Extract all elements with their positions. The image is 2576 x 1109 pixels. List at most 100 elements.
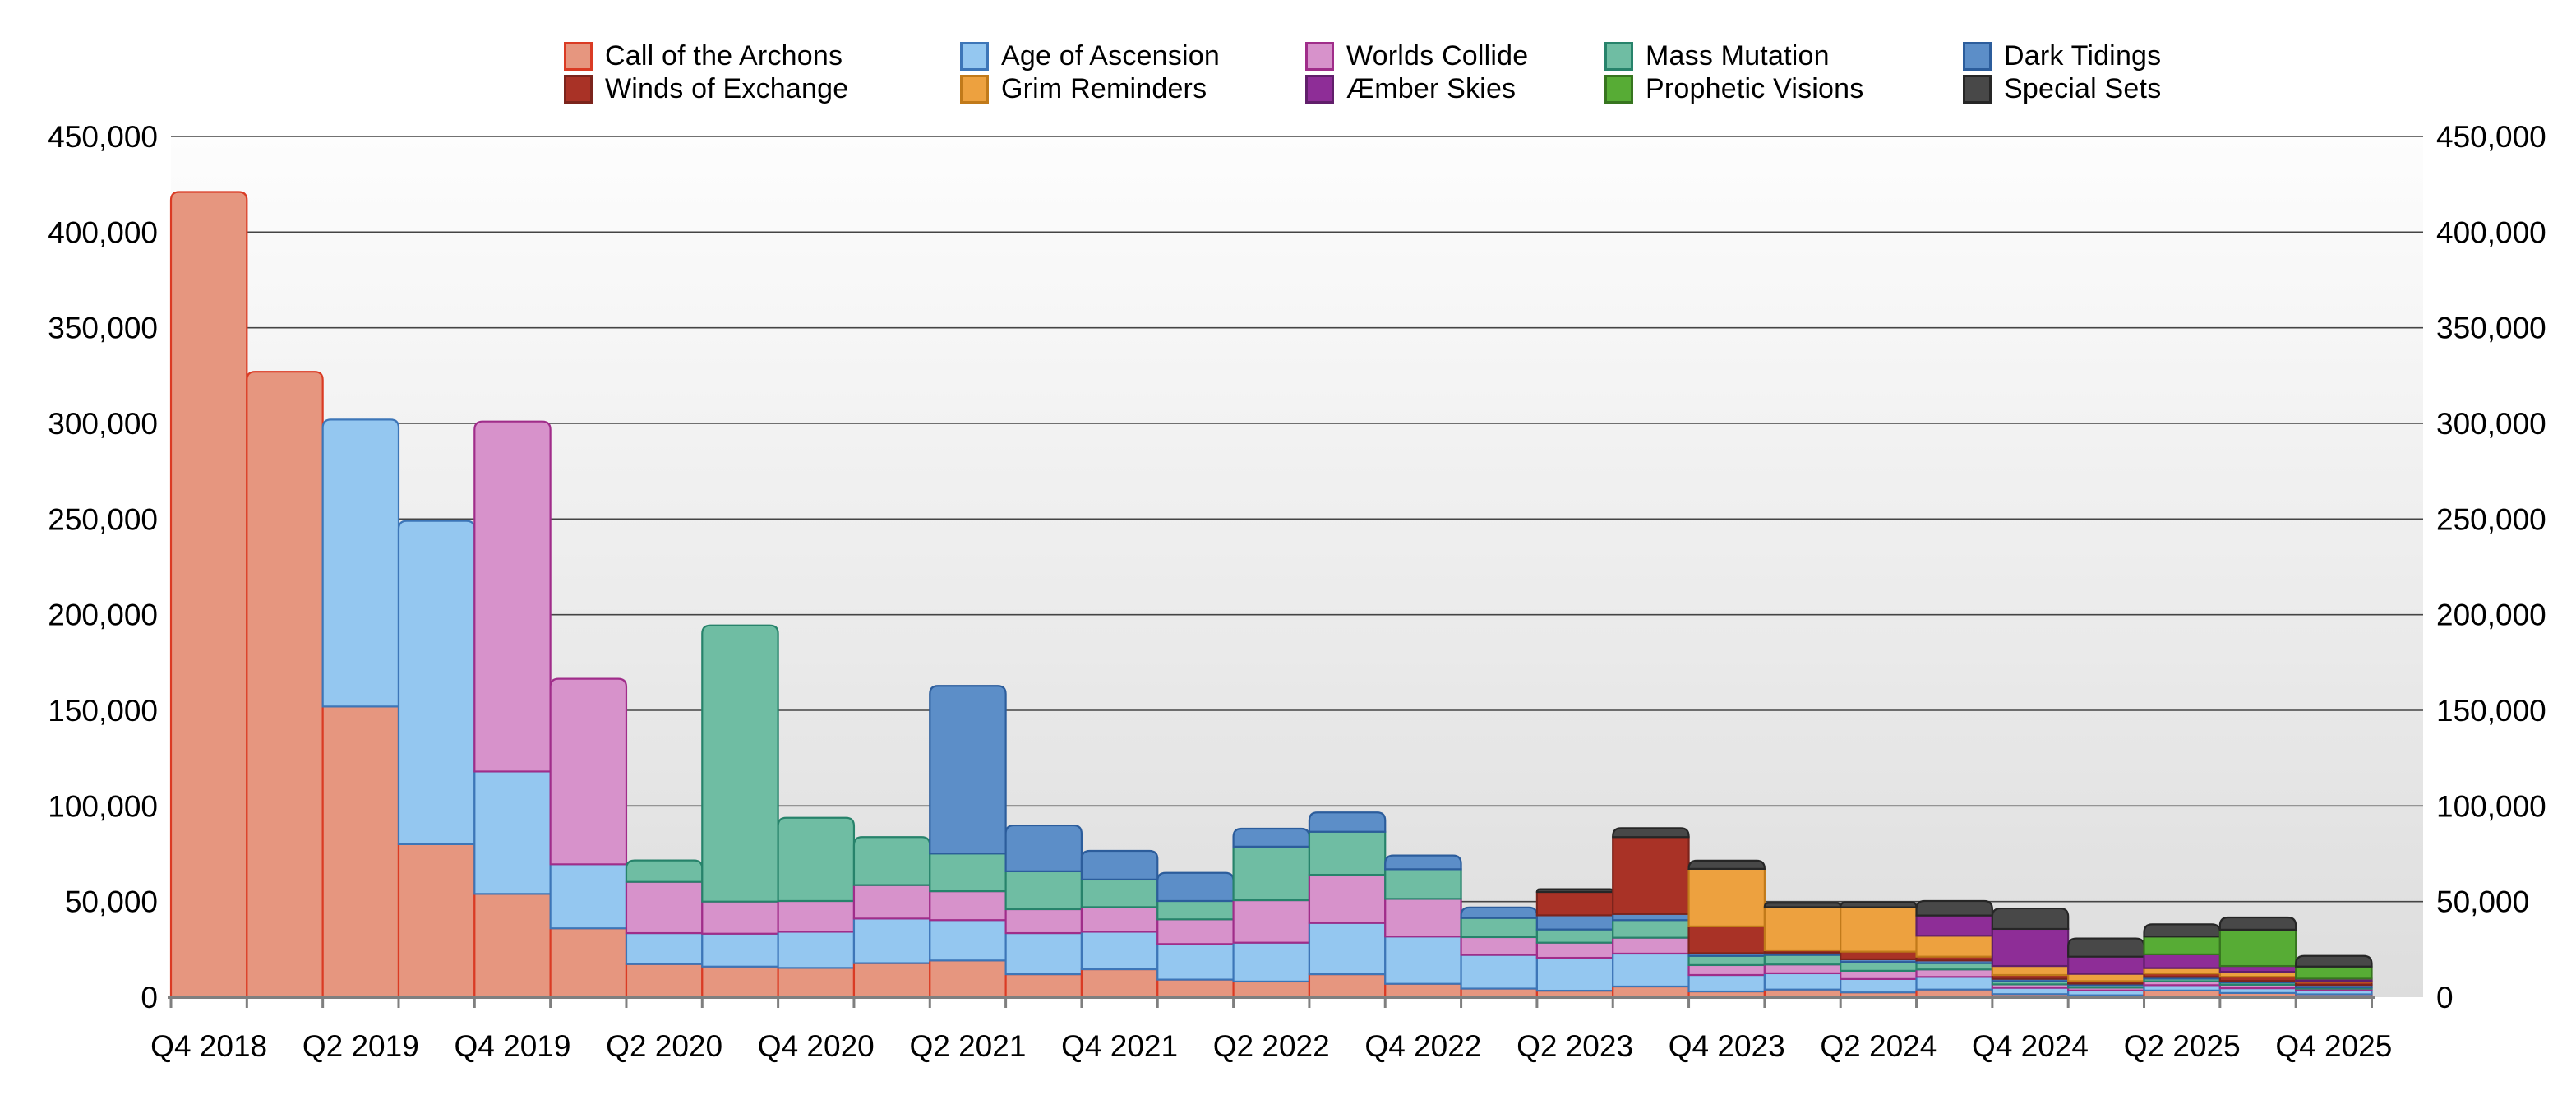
bar-q3-2022	[1308, 811, 1387, 999]
legend-item-call-of-the-archons: Call of the Archons	[564, 39, 843, 72]
segment-call-of-the-archons	[929, 959, 1007, 999]
segment-grim-reminders	[1840, 906, 1918, 953]
bar-q3-2025	[2218, 916, 2297, 999]
segment-call-of-the-archons	[246, 371, 324, 999]
bar-q4-2024	[1991, 907, 2070, 999]
segment-worlds-collide	[1156, 918, 1235, 945]
segment-age-of-ascension	[1308, 922, 1387, 976]
segment-worlds-collide	[1535, 941, 1614, 959]
segment-special-sets	[2295, 954, 2373, 968]
segment-special-sets	[1915, 899, 1993, 917]
bar-q2-2021	[929, 685, 1007, 999]
y-tick-label-right: 300,000	[2436, 407, 2546, 441]
segment-mass-mutation	[1915, 962, 1993, 971]
segment-mass-mutation	[625, 859, 704, 883]
segment-age-of-ascension	[1232, 941, 1311, 983]
segment-special-sets	[1535, 888, 1614, 894]
y-tick-label-left: 50,000	[65, 885, 158, 919]
x-tick-label: Q4 2019	[454, 1029, 570, 1063]
segment-mass-mutation	[1232, 845, 1311, 902]
bar-q3-2019	[397, 520, 476, 999]
legend-swatch-special-sets	[1963, 74, 1992, 104]
segment-mass-mutation	[1308, 830, 1387, 876]
legend: Call of the Archons Age of Ascension World…	[0, 0, 2576, 115]
segment-worlds-collide	[701, 900, 779, 935]
x-tick-label: Q2 2022	[1213, 1029, 1330, 1063]
segment-call-of-the-archons	[852, 962, 931, 999]
bar-q1-2020	[549, 677, 628, 999]
y-tick-label-left: 300,000	[48, 407, 158, 441]
x-tick-label: Q2 2019	[302, 1029, 419, 1063]
segment-age-of-ascension	[1384, 936, 1462, 985]
segment-æmber-skies	[1915, 914, 1993, 937]
x-tick-label: Q2 2023	[1517, 1029, 1633, 1063]
segment-mass-mutation	[1687, 954, 1766, 967]
segment-call-of-the-archons	[549, 927, 628, 999]
legend-item-winds-of-exchange: Winds of Exchange	[564, 72, 848, 105]
segment-age-of-ascension	[852, 917, 931, 964]
segment-age-of-ascension	[929, 919, 1007, 962]
x-tick-label: Q4 2024	[1972, 1029, 2089, 1063]
segment-mass-mutation	[1840, 961, 1918, 972]
y-tick-label-left: 200,000	[48, 598, 158, 632]
y-axis-right-labels: 0 50,000 100,000 150,000 200,000 250,000 300,0…	[2436, 120, 2546, 1014]
segment-age-of-ascension	[1535, 956, 1614, 992]
bar-q1-2022	[1156, 871, 1235, 999]
segment-call-of-the-archons	[701, 965, 779, 999]
segment-call-of-the-archons	[1232, 980, 1311, 999]
legend-label: Winds of Exchange	[605, 72, 849, 104]
segment-worlds-collide	[1232, 899, 1311, 944]
segment-age-of-ascension	[1991, 987, 2070, 996]
bar-q1-2021	[852, 836, 931, 999]
segment-call-of-the-archons	[1384, 982, 1462, 999]
segment-worlds-collide	[1460, 936, 1538, 956]
segment-grim-reminders	[1763, 906, 1842, 952]
bar-q4-2022	[1384, 854, 1462, 999]
segment-call-of-the-archons	[473, 893, 552, 999]
segment-age-of-ascension	[777, 931, 856, 969]
bar-q2-2019	[321, 418, 400, 999]
segment-age-of-ascension	[1840, 977, 1918, 994]
y-tick-label-right: 0	[2436, 981, 2454, 1014]
segment-worlds-collide	[473, 420, 552, 773]
segment-worlds-collide	[1840, 969, 1918, 980]
bar-q4-2023	[1687, 859, 1766, 999]
legend-swatch-call-of-the-archons	[564, 41, 593, 71]
bar-q1-2019	[246, 371, 324, 999]
segment-worlds-collide	[625, 880, 704, 935]
x-tick-label: Q2 2020	[606, 1029, 722, 1063]
x-axis	[168, 996, 2375, 1008]
segment-call-of-the-archons	[1308, 973, 1387, 999]
bar-q2-2023	[1535, 888, 1614, 999]
y-tick-label-left: 450,000	[48, 120, 158, 154]
legend-label: Prophetic Visions	[1646, 72, 1864, 104]
legend-label: Æmber Skies	[1346, 72, 1517, 104]
segment-age-of-ascension	[321, 418, 400, 708]
segment-mass-mutation	[929, 853, 1007, 893]
x-tick-label: Q4 2023	[1669, 1029, 1785, 1063]
bar-q1-2023	[1460, 906, 1538, 999]
segment-mass-mutation	[1535, 928, 1614, 944]
segment-mass-mutation	[1763, 954, 1842, 966]
legend-swatch-mass-mutation	[1604, 41, 1633, 71]
y-tick-label-left: 350,000	[48, 312, 158, 345]
legend-label: Age of Ascension	[1001, 39, 1220, 72]
bar-q3-2021	[1004, 824, 1083, 999]
legend-item-prophetic-visions: Prophetic Visions	[1604, 72, 1863, 105]
segment-age-of-ascension	[473, 770, 552, 895]
segment-worlds-collide	[1308, 873, 1387, 924]
bar-q1-2024	[1763, 902, 1842, 999]
legend-swatch-age-of-ascension	[960, 41, 989, 71]
y-tick-label-left: 400,000	[48, 215, 158, 249]
segment-special-sets	[1840, 901, 1918, 908]
bar-q2-2024	[1840, 901, 1918, 999]
segment-mass-mutation	[777, 816, 856, 903]
segment-mass-mutation	[852, 836, 931, 886]
segment-special-sets	[1991, 907, 2070, 931]
y-tick-label-left: 150,000	[48, 694, 158, 728]
segment-winds-of-exchange	[1840, 950, 1918, 961]
legend-swatch-æmber-skies	[1305, 74, 1334, 104]
segment-dark-tidings	[1156, 871, 1235, 903]
segment-call-of-the-archons	[1156, 978, 1235, 999]
